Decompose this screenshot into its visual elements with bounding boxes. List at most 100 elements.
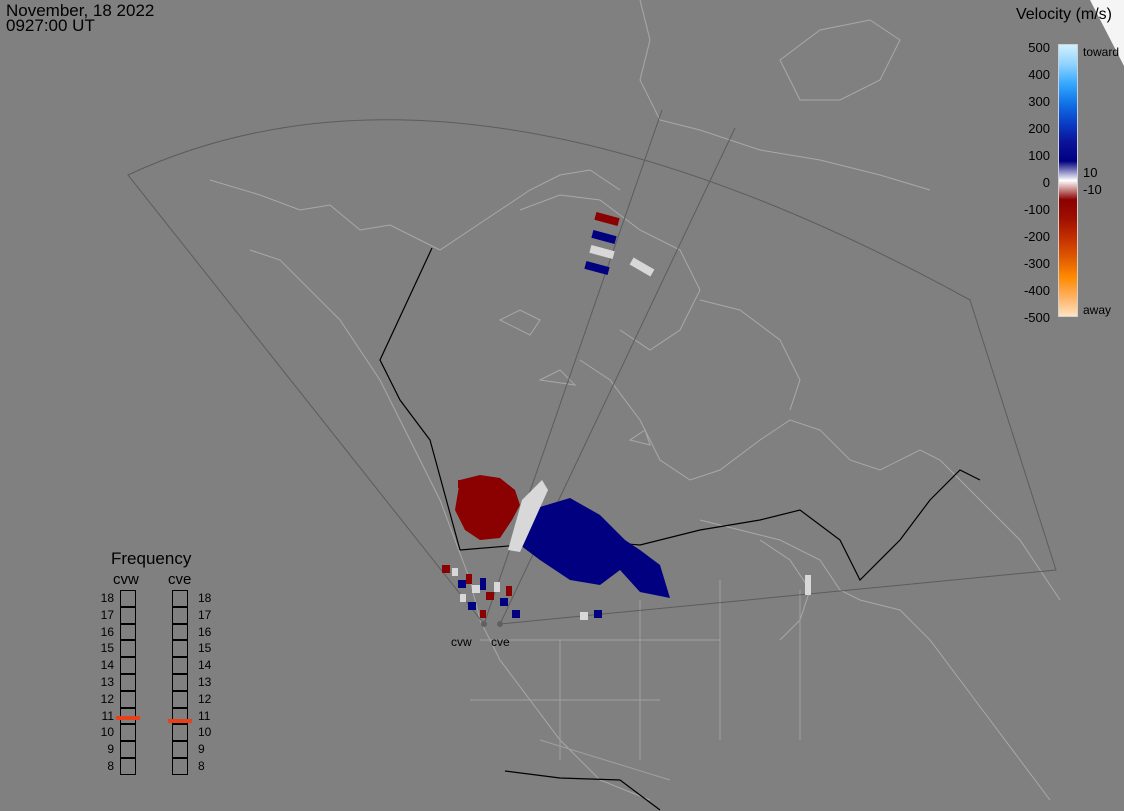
frequency-cell	[172, 590, 188, 607]
scatter-region	[455, 475, 520, 540]
frequency-cell	[120, 741, 136, 758]
scatter-cell	[594, 610, 602, 618]
frequency-scale-label: 18	[198, 591, 212, 605]
scatter-cell	[512, 610, 520, 618]
scatter-region	[520, 498, 670, 598]
corner-accent	[1090, 0, 1124, 66]
velocity-colorbar	[1058, 44, 1078, 317]
frequency-cell	[120, 690, 136, 708]
frequency-cell	[172, 724, 188, 742]
frequency-scale-label: 11	[198, 708, 211, 723]
frequency-scale-label: 9	[107, 742, 114, 757]
frequency-radar-cvw: cvw	[113, 571, 139, 588]
velocity-tick: -300	[1023, 256, 1050, 271]
scatter-cell	[591, 230, 617, 244]
frequency-cell	[120, 623, 136, 641]
scatter-cell	[468, 602, 476, 610]
frequency-scale-label: 8	[198, 759, 205, 773]
velocity-tick-plus10: 10	[1083, 165, 1098, 180]
away-label: away	[1083, 303, 1112, 317]
scatter-cell	[584, 261, 610, 275]
scatter-cell	[486, 592, 494, 600]
scatter-cell	[594, 212, 620, 226]
frequency-scale-label: 11	[101, 708, 114, 723]
frequency-cell	[172, 690, 188, 708]
frequency-radar-cve: cve	[168, 571, 192, 588]
coastlines	[209, 0, 1061, 801]
frequency-cell	[172, 758, 188, 775]
frequency-scale-label: 12	[100, 691, 114, 706]
velocity-tick: 500	[1028, 40, 1050, 55]
frequency-scale-label: 9	[198, 742, 205, 757]
frequency-scale-label: 17	[198, 607, 212, 622]
scatter-cell	[458, 580, 466, 588]
scatter-cell	[472, 585, 480, 593]
frequency-scale-label: 17	[100, 607, 114, 622]
frequency-scale-label: 16	[100, 624, 114, 639]
velocity-tick: 300	[1028, 94, 1050, 109]
site-label-cvw: cvw	[451, 635, 472, 649]
frequency-title: Frequency	[111, 549, 192, 568]
frequency-scale-label: 10	[100, 725, 114, 740]
velocity-tick: -500	[1023, 310, 1050, 325]
frequency-cell	[172, 707, 188, 725]
frequency-marker	[116, 715, 140, 720]
scatter-cell	[458, 480, 468, 488]
frequency-scale-label: 15	[100, 641, 114, 656]
radar-site-cvw	[481, 621, 487, 627]
frequency-cell	[120, 590, 136, 607]
scatter-cell	[442, 565, 450, 573]
scatter-region	[508, 480, 548, 552]
frequency-cell	[120, 657, 136, 674]
scatter-cell	[805, 575, 811, 595]
frequency-scale-label: 18	[100, 591, 114, 605]
velocity-tick: 100	[1028, 148, 1050, 163]
date-label: November, 18 2022	[6, 1, 155, 20]
site-label-cve: cve	[491, 635, 510, 649]
velocity-tick-minus10: -10	[1083, 182, 1102, 197]
frequency-scale-label: 14	[100, 658, 114, 673]
frequency-scale-label: 14	[198, 658, 212, 673]
radar-site-cve	[497, 621, 503, 627]
scatter-cell	[500, 598, 508, 606]
scatter-cell	[580, 612, 588, 620]
frequency-scale-label: 10	[198, 725, 212, 740]
scatter-cell	[460, 594, 466, 602]
frequency-cell	[120, 724, 136, 742]
frequency-marker	[168, 719, 192, 724]
scatter-cells	[442, 212, 811, 620]
scatter-cell	[452, 568, 458, 576]
scatter-cell	[506, 586, 512, 596]
frequency-cell	[120, 674, 136, 691]
frequency-cell	[172, 674, 188, 691]
frequency-scale-label: 8	[107, 759, 114, 773]
frequency-cell	[172, 623, 188, 641]
frequency-scale-label: 13	[198, 675, 212, 689]
velocity-tick: 400	[1028, 67, 1050, 82]
velocity-tick: 0	[1042, 175, 1050, 190]
scatter-cell	[466, 574, 472, 584]
radar-site-markers	[481, 621, 503, 627]
velocity-tick: 200	[1028, 121, 1050, 136]
velocity-tick: -100	[1023, 202, 1050, 217]
frequency-scale-label: 13	[100, 675, 114, 689]
state-boundaries	[470, 580, 801, 781]
frequency-cell	[172, 657, 188, 674]
frequency-cell	[120, 640, 136, 658]
frequency-cell	[172, 741, 188, 758]
frequency-cell	[172, 606, 188, 624]
frequency-scale-label: 16	[198, 624, 212, 639]
toward-label: toward	[1083, 45, 1120, 59]
velocity-scale-title: Velocity (m/s)	[1015, 6, 1112, 23]
time-label: 0927:00 UT	[6, 16, 95, 35]
scatter-cell	[480, 610, 486, 618]
frequency-cell	[120, 606, 136, 624]
velocity-tick: -200	[1023, 229, 1050, 244]
frequency-scale-label: 15	[198, 641, 212, 656]
scatter-cell	[494, 582, 500, 592]
scatter-cell	[589, 245, 615, 259]
frequency-scale-label: 12	[198, 691, 212, 706]
frequency-cell	[172, 640, 188, 658]
